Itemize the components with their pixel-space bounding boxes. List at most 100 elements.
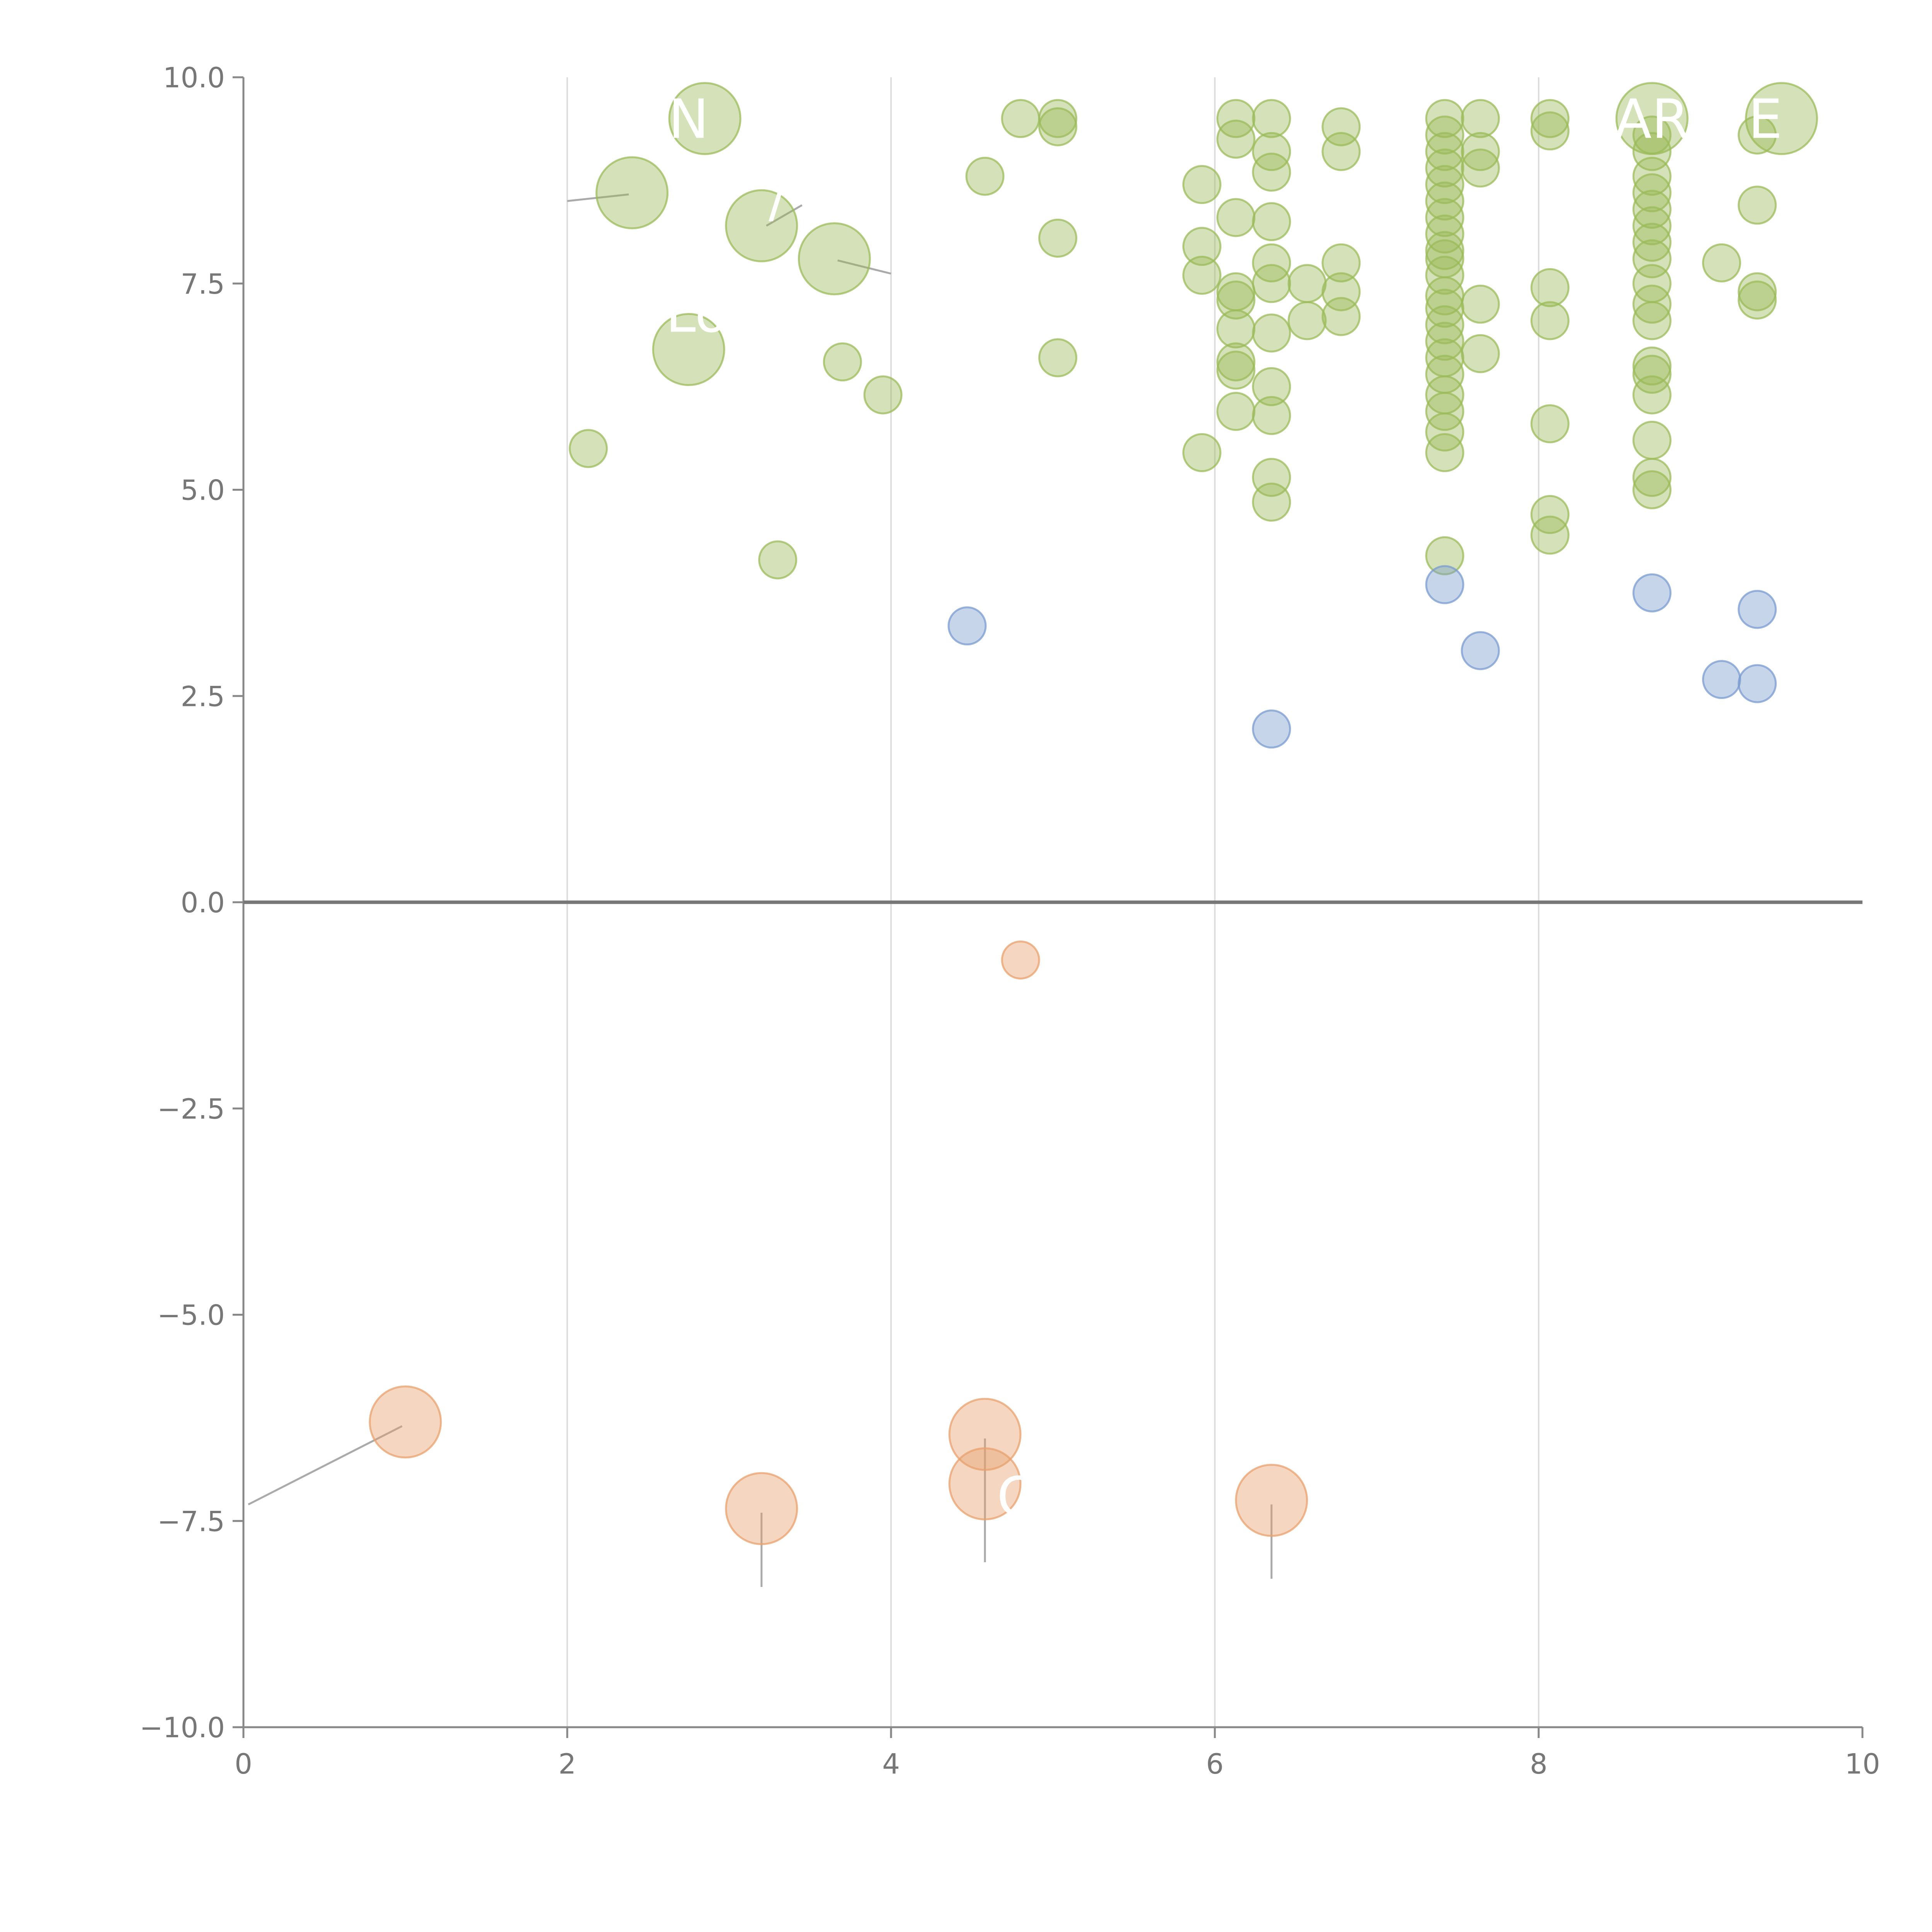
green-point [1461, 99, 1500, 138]
green-point [1252, 264, 1291, 303]
green-point [1038, 99, 1078, 138]
blue-point [1738, 590, 1777, 629]
green-point [1530, 99, 1570, 138]
green-point [1252, 243, 1291, 282]
leader-line [248, 1425, 403, 1505]
green-point [1530, 404, 1570, 444]
green-point [1425, 433, 1464, 472]
green-point [1216, 198, 1255, 237]
green-point [1321, 132, 1361, 171]
green-point [1632, 375, 1672, 415]
green-point [1216, 280, 1255, 320]
green-point [1252, 153, 1291, 192]
green-point [1321, 243, 1361, 282]
point-labels-layer: N Lo / AR E C [666, 88, 1782, 1529]
y-tick-label: −2.5 [157, 1093, 225, 1125]
blue-point [1702, 660, 1741, 699]
point-label: Lo [666, 282, 728, 345]
green-point [1252, 132, 1291, 171]
green-point [1425, 99, 1464, 138]
x-tick-label: 0 [235, 1748, 252, 1780]
green-point [1216, 392, 1255, 431]
green-point [758, 540, 798, 580]
green-point [1425, 321, 1464, 361]
blue-point [1632, 573, 1672, 612]
green-point [1425, 392, 1464, 431]
leader-line [567, 193, 629, 202]
y-tick-label: 2.5 [180, 680, 225, 713]
green-point [1038, 338, 1078, 378]
green-point [1738, 185, 1777, 225]
green-point [1038, 107, 1078, 146]
green-point [1182, 227, 1221, 266]
blue-point [1738, 664, 1777, 703]
y-tick-label: 0.0 [180, 886, 225, 919]
green-point [863, 375, 903, 415]
x-tick-label: 2 [558, 1748, 576, 1780]
green-point [1425, 165, 1464, 204]
green-point [1632, 284, 1672, 324]
green-point [1425, 255, 1464, 295]
y-tick-label: 10.0 [163, 61, 225, 94]
y-tick-label: −10.0 [139, 1711, 225, 1744]
green-point [1216, 350, 1255, 390]
green-point [1252, 313, 1291, 353]
orange-point [725, 1472, 798, 1545]
green-point [1632, 206, 1672, 245]
leader-lines-layer [248, 193, 1273, 1587]
green-point [1530, 495, 1570, 534]
green-point [1252, 367, 1291, 406]
orange-point [369, 1385, 442, 1459]
leader-line [837, 259, 891, 275]
green-point [1182, 255, 1221, 295]
green-point [1632, 355, 1672, 394]
green-point [1738, 115, 1777, 155]
blue-point [947, 606, 987, 646]
green-point [1738, 272, 1777, 311]
green-point [1530, 268, 1570, 307]
green-point [1632, 173, 1672, 213]
green-point [823, 342, 862, 382]
green-point [1216, 342, 1255, 382]
axes-layer: −10.0 −7.5 −5.0 −2.5 0.0 2.5 5.0 7.5 10.0 0 2 4 6 8 10 [139, 61, 1880, 1780]
green-point [1632, 223, 1672, 262]
green-point [1425, 115, 1464, 155]
green-point [668, 82, 742, 155]
green-point [798, 222, 871, 296]
green-point [1632, 156, 1672, 196]
green-point [1632, 301, 1672, 340]
green-point [1632, 420, 1672, 460]
x-tick-label: 8 [1530, 1748, 1548, 1780]
green-point [1738, 280, 1777, 320]
green-point [568, 429, 608, 468]
green-point [1632, 115, 1672, 155]
y-tick-label: 7.5 [180, 268, 225, 300]
green-point [1038, 218, 1078, 258]
green-point [1287, 264, 1327, 303]
green-point [1461, 148, 1500, 188]
point-label: / [769, 167, 787, 230]
green-point [1530, 515, 1570, 555]
green-point [1425, 305, 1464, 344]
y-tick-label: −5.0 [157, 1299, 225, 1332]
green-point [1182, 165, 1221, 204]
green-point [1745, 82, 1818, 155]
orange-point [1235, 1464, 1308, 1537]
x-tick-label: 4 [882, 1748, 900, 1780]
green-point [1425, 181, 1464, 221]
green-point [1461, 334, 1500, 373]
green-point [1252, 202, 1291, 242]
green-point [1216, 99, 1255, 138]
green-point [1321, 297, 1361, 336]
leader-line [766, 204, 803, 227]
green-point [1287, 301, 1327, 340]
blue-point [1461, 631, 1500, 670]
green-point [1425, 198, 1464, 237]
green-point [1001, 99, 1040, 138]
green-point [1461, 284, 1500, 324]
orange-point [948, 1447, 1022, 1520]
green-point [1461, 132, 1500, 171]
y-tick-label: −7.5 [157, 1505, 225, 1537]
points-layer [369, 82, 1818, 1545]
